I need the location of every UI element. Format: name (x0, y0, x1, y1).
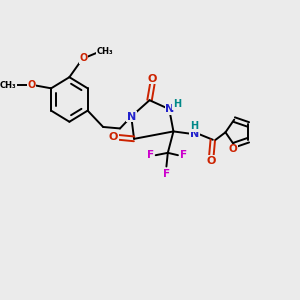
Text: H: H (173, 99, 181, 109)
Text: F: F (163, 169, 170, 178)
Text: N: N (190, 129, 199, 139)
Text: O: O (207, 156, 216, 166)
Text: O: O (148, 74, 157, 83)
Text: O: O (79, 53, 88, 63)
Text: F: F (180, 150, 187, 160)
Text: CH₃: CH₃ (0, 81, 16, 90)
Text: CH₃: CH₃ (96, 47, 113, 56)
Text: O: O (27, 80, 36, 90)
Text: O: O (109, 132, 118, 142)
Text: N: N (165, 104, 175, 114)
Text: F: F (146, 150, 154, 160)
Text: N: N (127, 112, 136, 122)
Text: O: O (228, 145, 237, 154)
Text: H: H (190, 121, 199, 131)
